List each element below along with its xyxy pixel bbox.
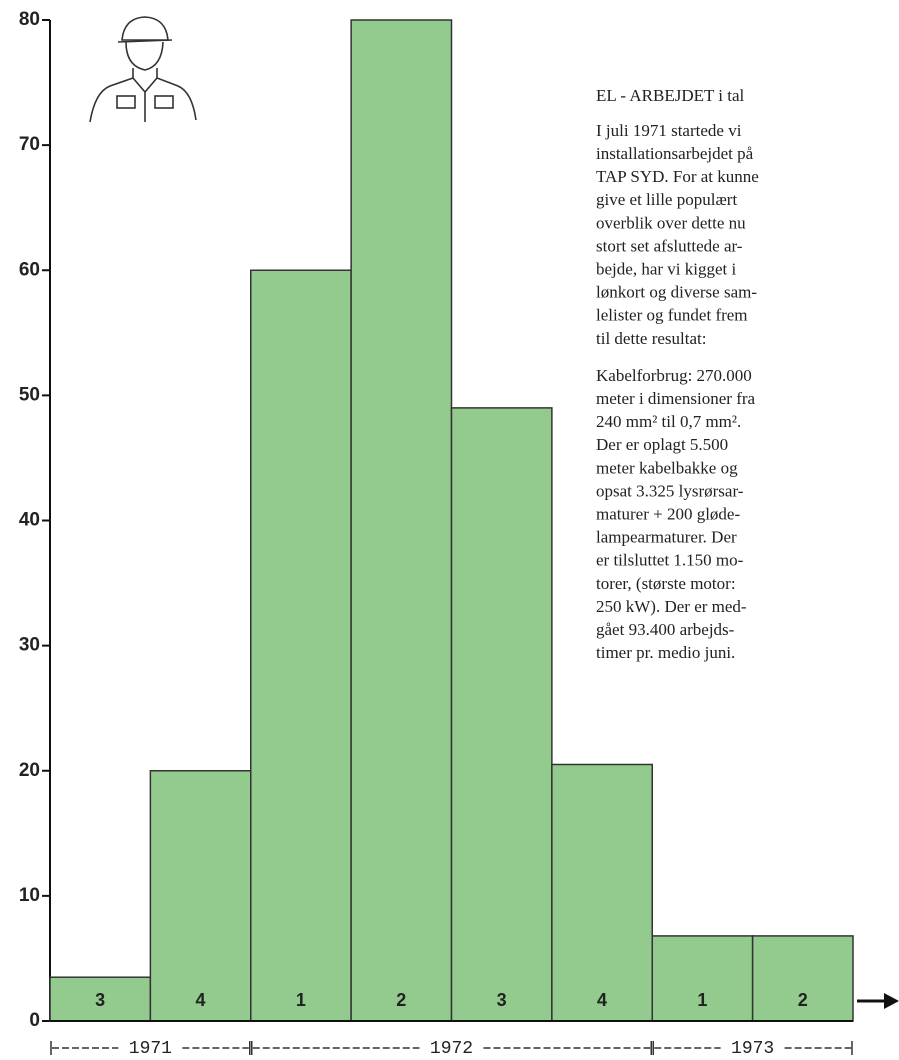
x-tick-label: 4 <box>597 990 607 1010</box>
annotation-line: er tilsluttet 1.150 mo- <box>596 551 744 570</box>
bar <box>250 269 352 1022</box>
annotation-line: lønkort og diverse sam- <box>596 283 757 302</box>
annotation-line: stort set afsluttede ar- <box>596 236 743 255</box>
year-label: 1972 <box>430 1039 473 1059</box>
annotation-line: timer pr. medio juni. <box>596 643 735 662</box>
annotation-line: Der er oplagt 5.500 <box>596 435 728 454</box>
annotation-line: give et lille populært <box>596 190 737 209</box>
bar <box>149 770 252 1022</box>
x-tick-label: 3 <box>95 990 105 1010</box>
annotation-line: meter kabelbakke og <box>596 458 738 477</box>
annotation-line: til dette resultat: <box>596 329 706 348</box>
annotation-line: bejde, har vi kigget i <box>596 260 736 279</box>
annotation-line: installationsarbejdet på <box>596 144 754 163</box>
x-tick-label: 1 <box>296 990 306 1010</box>
annotation-line: 240 mm² til 0,7 mm². <box>596 412 741 431</box>
bar <box>551 763 653 1022</box>
bar <box>751 935 854 1022</box>
annotation-line: 250 kW). Der er med- <box>596 597 747 616</box>
y-tick-label: 20 <box>19 760 40 781</box>
bar <box>651 935 754 1022</box>
year-label: 1973 <box>731 1039 774 1059</box>
annotation-line: maturer + 200 gløde- <box>596 505 740 524</box>
bar <box>450 407 553 1022</box>
x-tick-label: 2 <box>798 990 808 1010</box>
annotation-title: EL - ARBEJDET i tal <box>596 86 745 105</box>
annotation-line: overblik over dette nu <box>596 213 746 232</box>
x-tick-label: 1 <box>697 990 707 1010</box>
x-tick-label: 2 <box>396 990 406 1010</box>
x-tick-label: 3 <box>497 990 507 1010</box>
year-label: 1971 <box>129 1039 172 1059</box>
annotation-line: opsat 3.325 lysrørsar- <box>596 481 744 500</box>
y-tick-label: 50 <box>19 384 40 405</box>
annotation-line: lampearmaturer. Der <box>596 528 737 547</box>
y-tick-label: 60 <box>19 259 40 280</box>
y-tick-label: 10 <box>19 885 40 906</box>
y-tick-label: 40 <box>19 510 40 531</box>
y-tick-label: 80 <box>19 9 40 30</box>
x-tick-label: 4 <box>196 990 206 1010</box>
y-tick-label: 0 <box>29 1010 40 1031</box>
worker-illustration <box>89 16 197 123</box>
y-tick-label: 70 <box>19 134 40 155</box>
bar <box>49 976 152 1022</box>
annotation-line: Kabelforbrug: 270.000 <box>596 366 752 385</box>
annotation-line: lelister og fundet frem <box>596 306 748 325</box>
annotation-line: gået 93.400 arbejds- <box>596 620 735 639</box>
annotation-line: meter i dimensioner fra <box>596 389 756 408</box>
annotation-line: torer, (største motor: <box>596 574 736 593</box>
y-tick-label: 30 <box>19 635 40 656</box>
annotation-line: I juli 1971 startede vi <box>596 121 742 140</box>
bar <box>350 19 453 1022</box>
annotation-line: TAP SYD. For at kunne <box>596 167 759 186</box>
arrow <box>857 993 899 1009</box>
